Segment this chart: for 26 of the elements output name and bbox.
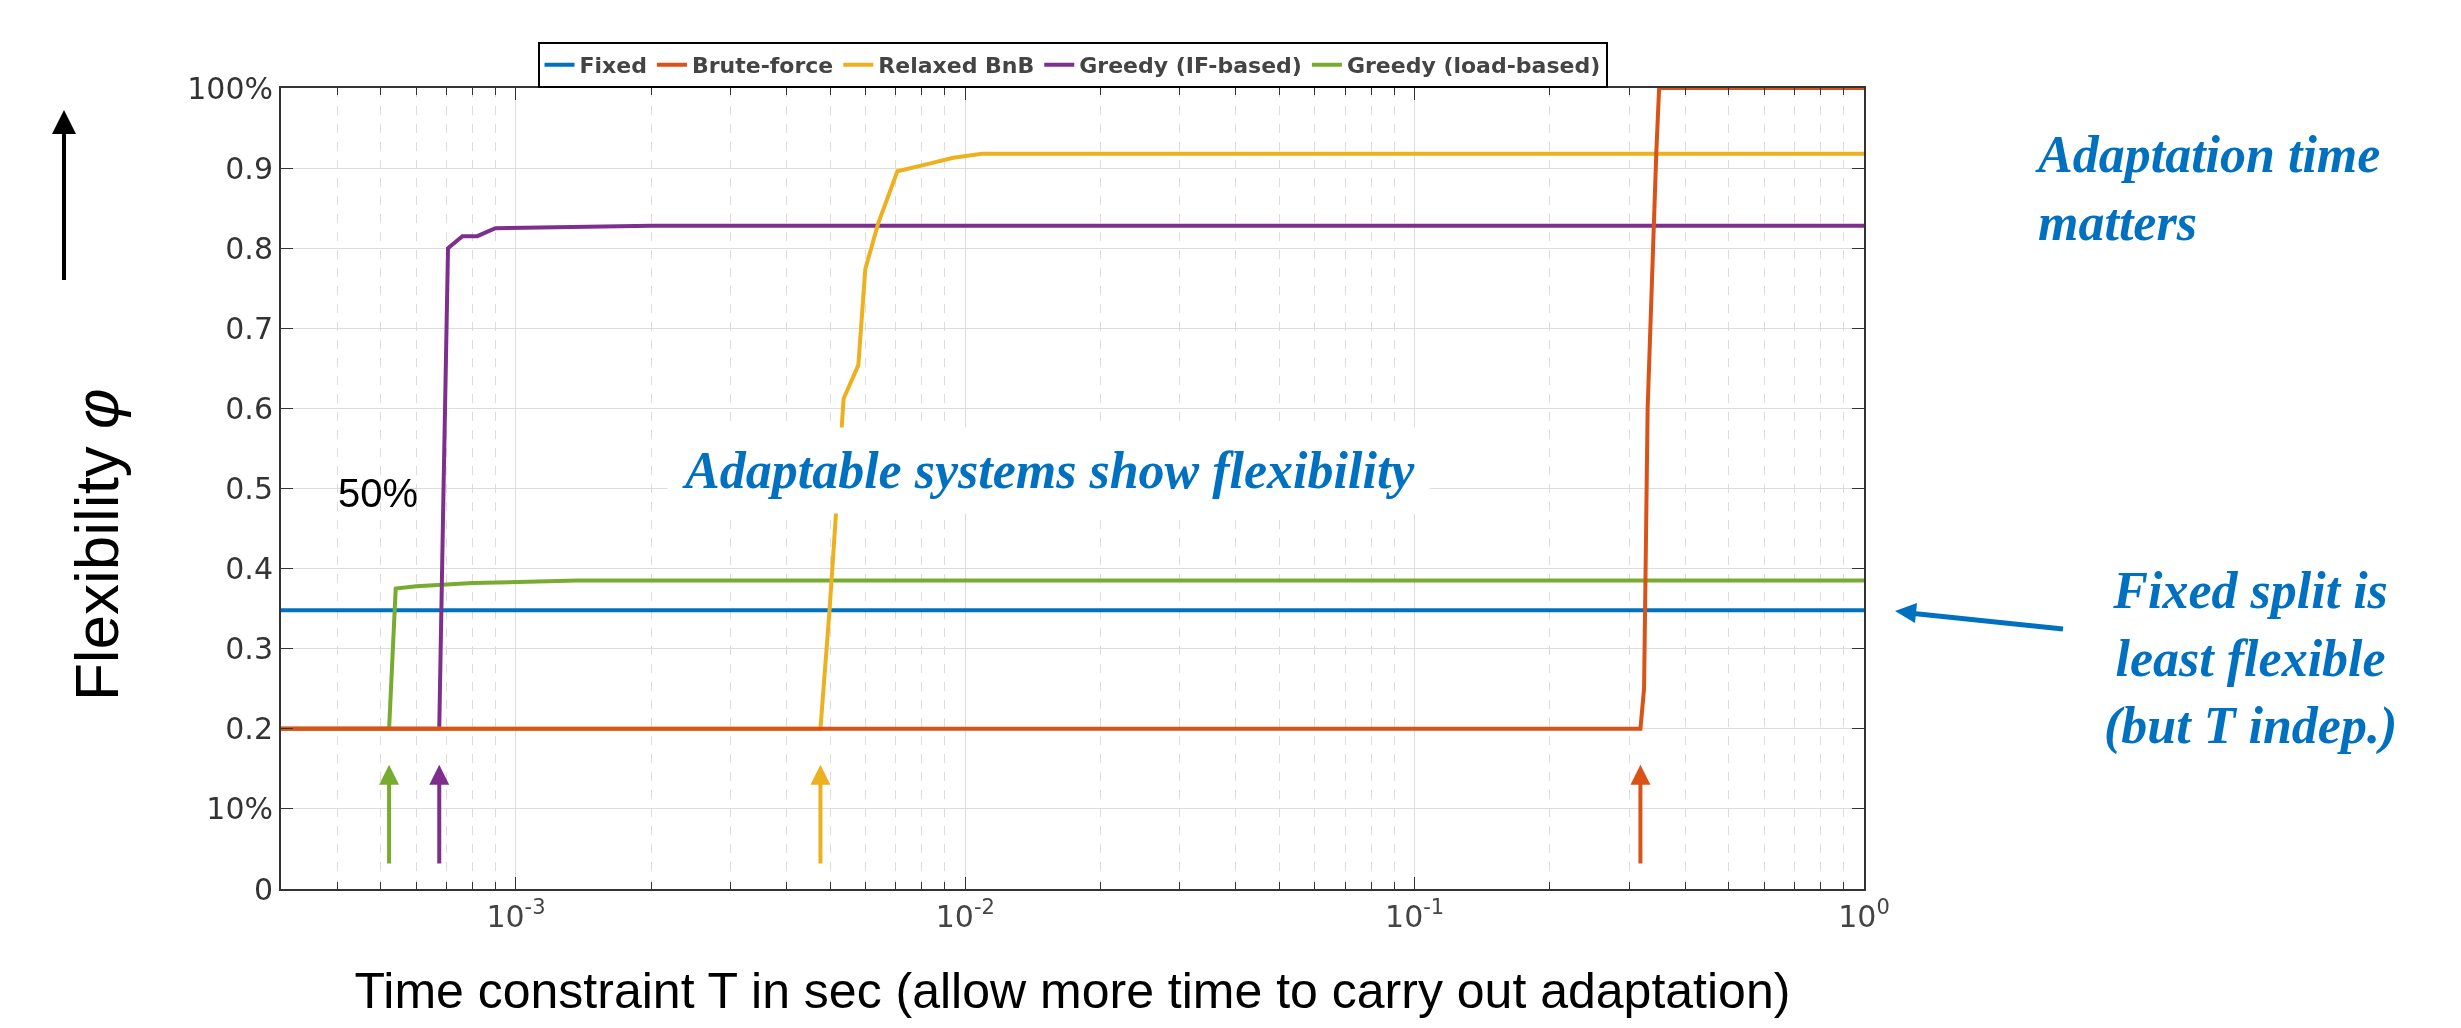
y-tick-label: 0.9 — [225, 150, 273, 186]
y-tick-label: 0.8 — [225, 230, 273, 266]
legend-label: Brute-force — [691, 53, 834, 79]
y-tick-label: 10% — [206, 791, 273, 827]
y-axis-title: Flexibility φ — [61, 388, 131, 702]
y-tick-label: 0.2 — [225, 711, 273, 747]
x-axis-title: Time constraint T in sec (allow more time to carry out adaptation) — [354, 963, 1791, 1019]
y-tick-label: 100% — [187, 70, 273, 106]
y-tick-label: 0.6 — [225, 390, 273, 426]
x-tick-label: 10$^{-1}$ — [1385, 895, 1445, 934]
y-tick-label: 0.5 — [225, 471, 273, 506]
y-tick-label: 0.4 — [225, 551, 273, 587]
legend-label: Greedy (load-based) — [1346, 53, 1601, 79]
y-tick-label: 0.7 — [225, 310, 273, 346]
x-tick-label: 10$^{-2}$ — [935, 895, 995, 934]
legend-label: Greedy (IF-based) — [1079, 53, 1302, 79]
x-tick-label: 10$^{-3}$ — [486, 895, 546, 934]
y-tick-label: 0 — [253, 871, 273, 907]
x-tick-label: 10$^{0}$ — [1838, 895, 1890, 934]
annotation: 50% — [338, 471, 419, 515]
y-tick-label: 0.3 — [225, 631, 273, 667]
legend-label: Relaxed BnB — [878, 53, 1035, 79]
annotation: Adaptable systems show flexibility — [682, 442, 1416, 499]
legend-label: Fixed — [579, 53, 647, 79]
text: Fixed split is least flexible (but T indep.) — [2104, 562, 2398, 756]
text: Adaptation time matters — [2035, 126, 2381, 251]
